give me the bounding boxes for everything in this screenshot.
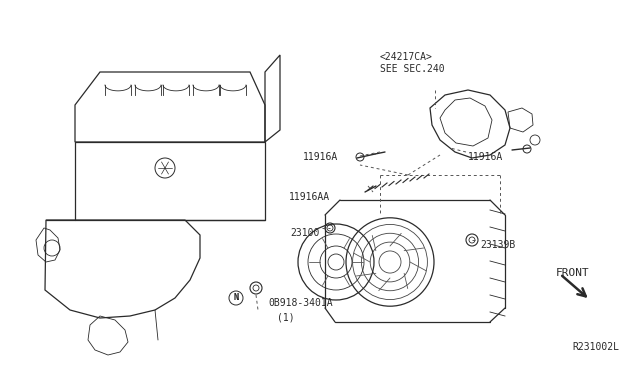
Text: FRONT: FRONT (556, 268, 589, 278)
Text: 23139B: 23139B (480, 240, 515, 250)
Text: <24217CA>: <24217CA> (380, 52, 433, 62)
Text: 11916A: 11916A (303, 152, 338, 162)
Text: R231002L: R231002L (572, 342, 619, 352)
Text: 11916AA: 11916AA (289, 192, 330, 202)
Text: N: N (233, 294, 239, 302)
Text: SEE SEC.240: SEE SEC.240 (380, 64, 445, 74)
Text: N: N (234, 294, 238, 302)
Text: 23100: 23100 (291, 228, 320, 238)
Text: (1): (1) (277, 312, 295, 322)
Text: 11916A: 11916A (468, 152, 503, 162)
Text: 0B918-3401A: 0B918-3401A (268, 298, 333, 308)
